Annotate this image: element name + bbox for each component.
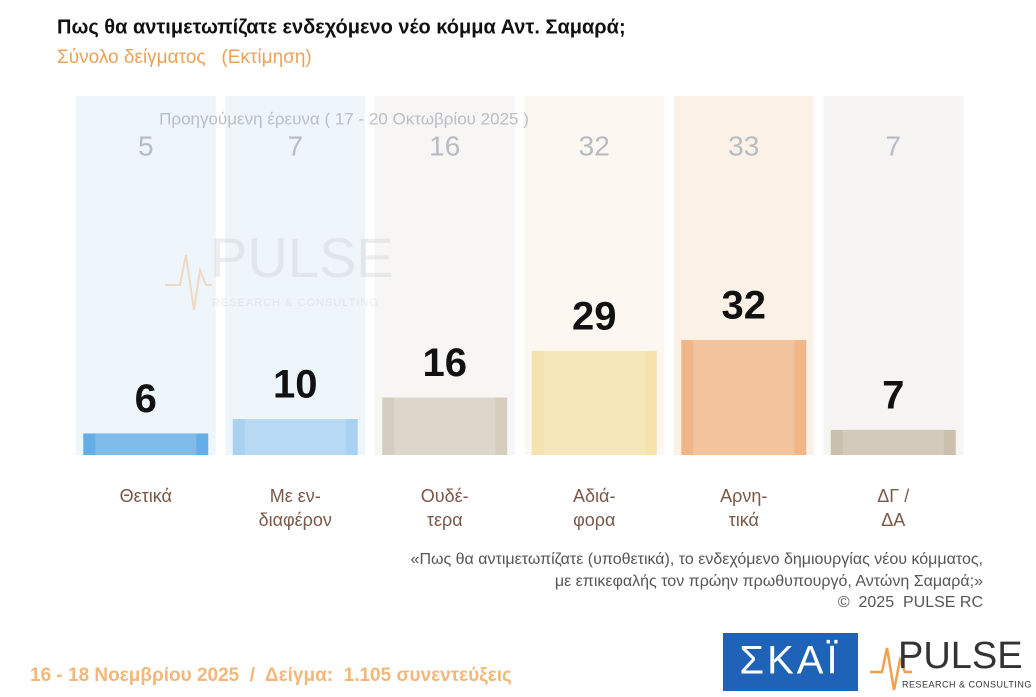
previous-value: 33 <box>728 130 759 161</box>
bar <box>830 429 956 455</box>
previous-value: 32 <box>579 130 610 161</box>
chart-subtitle: Σύνολο δείγματος (Εκτίμηση) <box>57 47 312 68</box>
fieldwork: 16 - 18 Νοεμβρίου 2025 / Δείγμα: 1.105 σ… <box>30 665 512 686</box>
watermark-sub: RESEARCH & CONSULTING <box>212 297 379 309</box>
value-label: 7 <box>882 373 904 417</box>
category-label: διαφέρον <box>259 510 332 530</box>
previous-value: 7 <box>287 130 303 161</box>
bar-shade <box>693 340 795 455</box>
watermark-icon <box>165 254 212 311</box>
category-label: ΔΓ / <box>877 486 909 506</box>
pulse-logo-icon <box>870 647 912 691</box>
previous-label: Προηγούμενη έρευνα ( 17 - 20 Οκτωβρίου 2… <box>159 109 529 128</box>
category-label: τικά <box>729 510 759 530</box>
previous-value: 5 <box>138 130 154 161</box>
value-label: 6 <box>135 377 157 421</box>
bar-shade <box>95 433 197 455</box>
plot-area: 6 5 Θετικά 10 7 Με εν-διαφέρον 16 16 Ουδέ-τερα 29… <box>75 96 964 530</box>
footnote: με επικεφαλής τον πρώην πρωθυπουργό, Αντ… <box>555 573 983 590</box>
bar <box>83 433 209 455</box>
bar <box>681 340 807 455</box>
category-label: τερα <box>427 510 463 530</box>
footnote: «Πως θα αντιμετωπίζατε (υποθετικά), το ε… <box>411 551 983 568</box>
chart-title: Πως θα αντιμετωπίζατε ενδεχόμενο νέο κόμ… <box>57 16 626 38</box>
watermark-text: PULSE <box>210 226 394 289</box>
pulse-logo-sub: RESEARCH & CONSULTING <box>902 679 1032 689</box>
column-panel <box>823 96 964 455</box>
bar-shade <box>394 397 496 455</box>
category-label: Αδιά- <box>573 486 615 506</box>
copyright: © 2025 PULSE RC <box>838 594 983 611</box>
value-label: 32 <box>722 284 767 328</box>
skai-logo-bg <box>723 633 858 691</box>
previous-value: 16 <box>429 130 460 161</box>
value-label: 16 <box>423 341 468 385</box>
category-label: ΔΑ <box>881 510 905 530</box>
value-label: 29 <box>572 294 617 338</box>
bar-shade <box>244 419 346 455</box>
category-label: Αρνη- <box>720 486 767 506</box>
bar-shade <box>543 350 645 455</box>
previous-value: 7 <box>885 130 901 161</box>
skai-logo: ΣΚΑΪ <box>739 639 840 683</box>
category-label: Με εν- <box>270 486 321 506</box>
bar <box>531 350 657 455</box>
watermark: PULSE RESEARCH & CONSULTING <box>165 226 394 311</box>
category-label: Θετικά <box>120 486 172 506</box>
category-label: φορα <box>573 510 615 530</box>
column-panel <box>374 96 515 455</box>
bar <box>382 397 508 455</box>
bar-shade <box>842 429 944 455</box>
value-label: 10 <box>273 363 318 407</box>
column-panel <box>225 96 366 455</box>
bar <box>232 419 358 455</box>
column-panel <box>75 96 216 455</box>
pulse-logo: PULSE <box>898 635 1023 677</box>
category-label: Ουδέ- <box>421 486 469 506</box>
